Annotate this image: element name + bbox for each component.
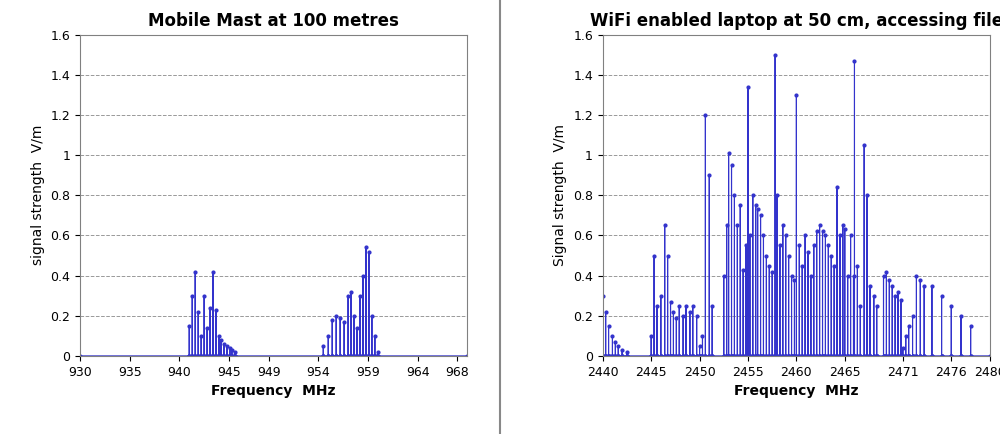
Title: Mobile Mast at 100 metres: Mobile Mast at 100 metres	[148, 13, 399, 30]
X-axis label: Frequency  MHz: Frequency MHz	[211, 384, 336, 398]
Y-axis label: signal strength  V/m: signal strength V/m	[31, 125, 45, 266]
X-axis label: Frequency  MHz: Frequency MHz	[734, 384, 859, 398]
Title: WiFi enabled laptop at 50 cm, accessing file: WiFi enabled laptop at 50 cm, accessing …	[590, 13, 1000, 30]
Y-axis label: Signal strength  V/m: Signal strength V/m	[553, 124, 567, 266]
